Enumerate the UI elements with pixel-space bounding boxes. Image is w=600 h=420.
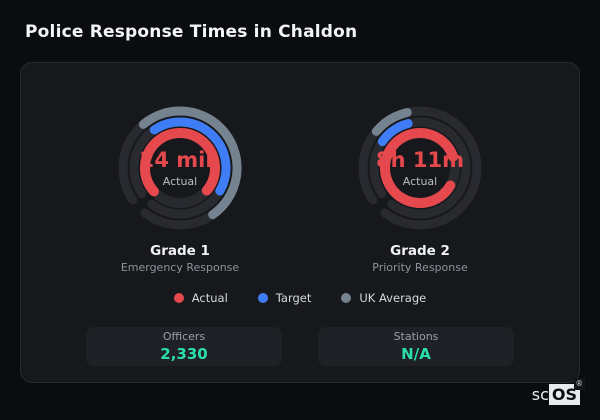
officers-label: Officers [162,330,206,344]
stats-row: Officers 2,330 Stations N/A [21,326,579,366]
gauge-grade-1: 24 min Actual Grade 1 Emergency Response [60,98,300,274]
officers-value: 2,330 [160,344,208,363]
legend-item-target[interactable]: Target [257,290,312,305]
registered-trademark-icon: ® [573,378,585,390]
legend-item-actual[interactable]: Actual [173,290,228,305]
stations-value: N/A [401,344,431,363]
gauge-grade-2: 8h 11m Actual Grade 2 Priority Response [300,98,540,274]
response-times-card: 24 min Actual Grade 1 Emergency Response… [20,62,580,383]
chart-legend: Actual Target UK Average [21,291,579,305]
page-title: Police Response Times in Chaldon [25,22,358,42]
legend-target-label: Target [275,290,312,305]
grade-1-donut-wrap: 24 min Actual [110,98,250,238]
stat-box-officers: Officers 2,330 [86,326,282,366]
grade-1-donut-chart [118,106,242,230]
grade-2-title: Grade 2 [390,243,450,259]
grade-2-donut-chart [358,106,482,230]
grade-1-subtitle: Emergency Response [120,260,240,274]
scos-logo-suffix: OS [548,384,580,406]
scos-logo-prefix: sc [531,385,549,404]
stat-box-stations: Stations N/A [318,326,514,366]
legend-uk-average-dot-icon [341,292,352,303]
legend-target-dot-icon [257,292,268,303]
legend-uk-average-label: UK Average [359,290,427,305]
stations-label: Stations [393,330,439,344]
grade-2-subtitle: Priority Response [372,260,468,274]
gauges-row: 24 min Actual Grade 1 Emergency Response… [21,98,579,274]
grade-2-donut-wrap: 8h 11m Actual [350,98,490,238]
legend-item-uk-average[interactable]: UK Average [341,291,426,305]
scos-logo: sc OS ® [531,378,585,406]
legend-actual-dot-icon [173,292,184,303]
legend-actual-label: Actual [191,290,228,305]
grade-1-title: Grade 1 [150,243,210,259]
